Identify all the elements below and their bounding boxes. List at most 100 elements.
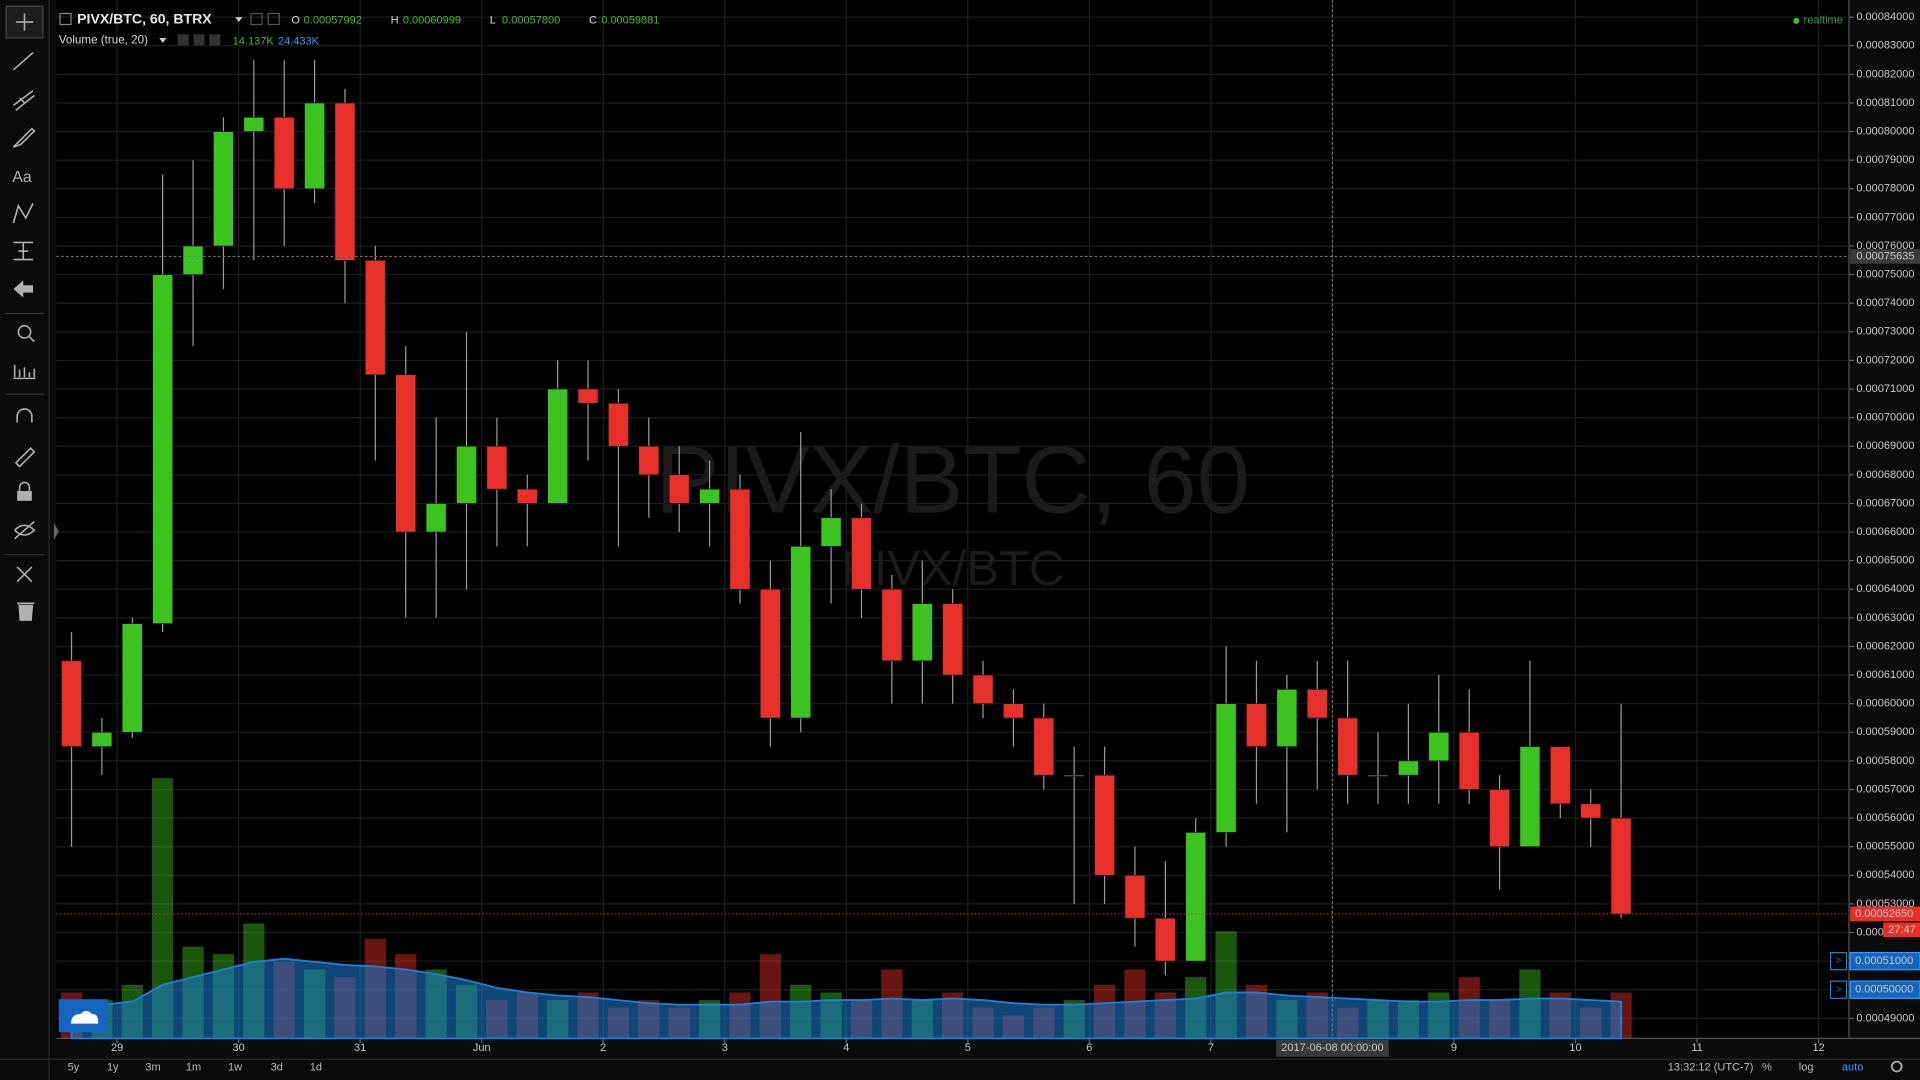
timeframe-button[interactable]: 1y — [107, 1062, 119, 1074]
last-price-label: 0.00052650 — [1855, 908, 1913, 920]
candle-body — [1185, 832, 1207, 962]
candle-body — [1610, 817, 1632, 915]
zoom-tool[interactable] — [17, 324, 32, 339]
candle-body — [699, 488, 720, 504]
ohlc-label: C — [589, 15, 597, 27]
x-tick-label: 5 — [965, 1042, 971, 1054]
timeframe-button[interactable]: 3d — [271, 1062, 283, 1074]
x-tick-label: 9 — [1451, 1042, 1457, 1054]
candle-body — [760, 588, 781, 719]
candle-body — [365, 260, 386, 376]
price-line-handle[interactable] — [1830, 980, 1848, 999]
y-tick-label: 0.00060000 — [1856, 698, 1914, 710]
timeframe-button[interactable]: 1m — [186, 1062, 201, 1074]
x-tick-label: 10 — [1569, 1042, 1581, 1054]
study-icon[interactable] — [209, 34, 221, 46]
price-line-handle[interactable] — [1830, 951, 1848, 971]
y-tick-label: 0.00064000 — [1856, 583, 1914, 595]
y-tick-label: 0.00084000 — [1856, 11, 1914, 23]
legend: PIVX/BTC, 60, BTRX O 0.00057992 H 0.0006099… — [59, 10, 1843, 47]
magnet-tool[interactable] — [16, 408, 33, 423]
logo — [58, 999, 108, 1033]
countdown-label: 27:47 — [1888, 924, 1916, 936]
lock-tool[interactable] — [17, 491, 32, 501]
legend-icon[interactable] — [250, 12, 263, 26]
candles — [61, 60, 1632, 976]
prediction-tool[interactable] — [13, 241, 34, 261]
y-tick-label: 0.00072000 — [1856, 354, 1914, 366]
candle-body — [425, 503, 447, 533]
candle-body — [456, 445, 477, 504]
candle-body — [972, 674, 994, 704]
candle-body — [790, 546, 812, 719]
y-tick-label: 0.00055000 — [1856, 841, 1914, 853]
x-tick-label: 2 — [600, 1042, 606, 1054]
candle-body — [942, 603, 963, 676]
y-tick-label: 0.00078000 — [1856, 183, 1914, 195]
clock: 13:32:12 (UTC-7) — [1668, 1062, 1754, 1074]
timeframe-button[interactable]: 1w — [228, 1062, 242, 1074]
remove-drawings[interactable] — [17, 602, 35, 621]
axes: 0.000490000.000500000.000510000.00052000… — [111, 11, 1920, 1057]
symbol-title[interactable]: PIVX/BTC, 60, BTRX — [77, 10, 212, 26]
volume-value: 14.137K — [233, 36, 275, 48]
stay-in-drawing-mode[interactable] — [14, 447, 36, 468]
y-tick-label: 0.00066000 — [1856, 526, 1914, 538]
study-icon[interactable] — [193, 34, 205, 46]
pitchfork-tool[interactable] — [12, 89, 35, 111]
pattern-tool[interactable] — [12, 202, 34, 224]
candle-body — [213, 131, 234, 247]
candle-body — [486, 445, 508, 490]
candle-body — [1580, 803, 1602, 819]
study-icon[interactable] — [177, 34, 189, 46]
crosshair-icon — [15, 13, 34, 31]
price-line-label: 0.00051000 — [1855, 955, 1913, 967]
candle-body — [1337, 717, 1358, 776]
candle-body — [729, 488, 751, 590]
text-tool[interactable]: Aa — [12, 169, 32, 186]
legend-icon[interactable] — [267, 12, 280, 26]
x-tick-label: 30 — [232, 1042, 244, 1054]
brush-tool[interactable] — [12, 127, 36, 148]
scale-option[interactable]: % — [1762, 1062, 1772, 1074]
volume-study-name[interactable]: Volume (true, 20) — [59, 33, 148, 46]
trend-line-tool[interactable] — [12, 52, 34, 71]
timeframe-button[interactable]: 3m — [145, 1062, 160, 1074]
hide-drawings[interactable] — [14, 521, 36, 540]
symbol-dropdown[interactable] — [235, 17, 243, 23]
scale-option[interactable]: log — [1799, 1062, 1814, 1074]
candle-body — [1367, 774, 1389, 777]
y-tick-label: 0.00076000 — [1856, 240, 1914, 252]
x-tick-label: 7 — [1208, 1042, 1214, 1054]
x-tick-label: 4 — [843, 1042, 849, 1054]
scale-option[interactable]: auto — [1842, 1062, 1863, 1074]
y-tick-label: 0.00068000 — [1856, 469, 1914, 481]
y-tick-label: 0.00065000 — [1856, 555, 1914, 567]
y-tick-label: 0.00069000 — [1856, 440, 1914, 452]
drawing-tools-settings[interactable] — [16, 566, 33, 583]
x-tick-label: 6 — [1086, 1042, 1092, 1054]
study-dropdown[interactable] — [159, 37, 167, 43]
candle-body — [577, 388, 599, 404]
candle-body — [1489, 789, 1510, 848]
timeframe-button[interactable]: 5y — [68, 1062, 80, 1074]
timeframe-button[interactable]: 1d — [310, 1062, 322, 1074]
y-tick-label: 0.00059000 — [1856, 726, 1914, 738]
settings-button[interactable] — [1890, 1060, 1903, 1073]
candle-body — [182, 245, 204, 275]
candle-body — [304, 102, 325, 190]
y-tick-label: 0.00056000 — [1856, 812, 1914, 824]
ohlc-value: 0.00059881 — [601, 15, 659, 27]
collapse-button[interactable] — [59, 12, 72, 26]
candle-body — [638, 445, 660, 476]
x-tick-label: 11 — [1691, 1042, 1702, 1054]
hide-toolbar-button[interactable] — [53, 522, 59, 540]
watermark: PIVX/BTC, 60 PIVX/BTC — [655, 428, 1249, 596]
price-line-label: 0.00050000 — [1855, 984, 1913, 996]
measure-tool[interactable] — [13, 364, 36, 380]
candle-body — [668, 474, 690, 504]
candle-body — [1033, 717, 1055, 776]
candle-body — [273, 116, 295, 190]
